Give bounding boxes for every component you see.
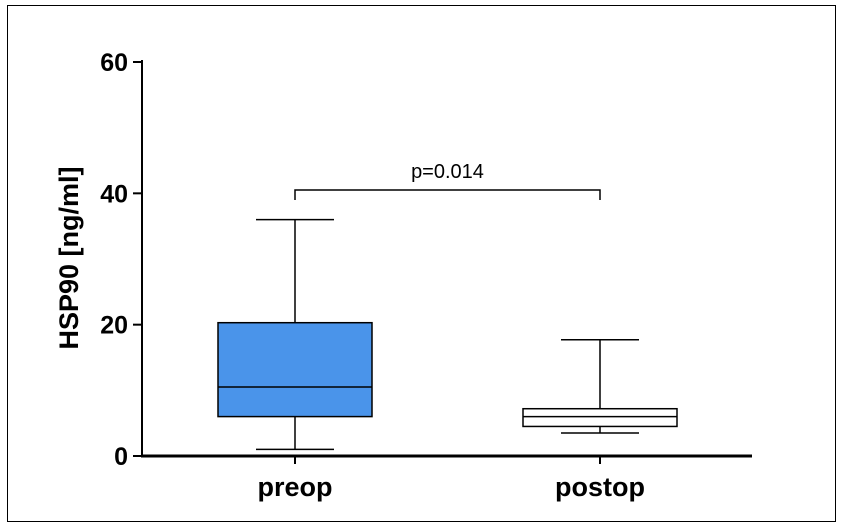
box-preop <box>217 218 373 451</box>
x-tick-label-postop: postop <box>555 472 645 502</box>
p-value-annotation: p=0.014 <box>411 161 484 183</box>
chart-frame <box>7 5 836 522</box>
y-tick-label: 20 <box>100 312 128 340</box>
significance-bracket <box>294 189 601 201</box>
y-tick-label: 0 <box>114 443 128 471</box>
box-postop <box>522 339 678 434</box>
iqr-box <box>217 321 373 418</box>
y-ticks: 0 20 40 60 <box>100 49 142 471</box>
y-tick-label: 40 <box>100 180 128 208</box>
x-tick-label-preop: preop <box>257 472 332 502</box>
boxes <box>217 218 678 451</box>
iqr-box <box>522 407 678 428</box>
y-tick-label: 60 <box>100 49 128 77</box>
x-ticks: preop postop <box>257 456 645 502</box>
y-axis-label: HSP90 [ng/ml] <box>54 166 84 349</box>
